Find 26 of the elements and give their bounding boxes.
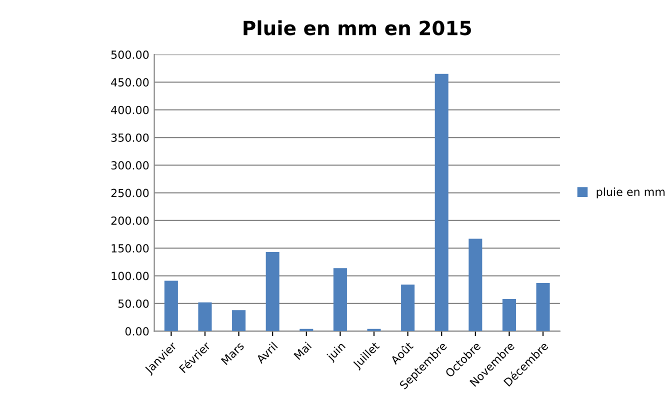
chart-title: Pluie en mm en 2015	[244, 20, 471, 36]
y-tick-label: 0.00	[125, 327, 149, 336]
y-tick-label: 250.00	[111, 188, 149, 198]
y-tick-label: 350.00	[111, 133, 149, 142]
bar	[401, 284, 415, 332]
bar	[198, 302, 212, 332]
bar	[300, 328, 314, 332]
y-tick-label: 50.00	[118, 299, 149, 308]
bar	[434, 74, 448, 332]
bar	[333, 268, 347, 332]
y-tick-label: 500.00	[111, 50, 149, 59]
y-tick-label: 400.00	[111, 106, 149, 114]
y-tick-label: 150.00	[112, 244, 149, 253]
bar	[468, 238, 482, 332]
y-tick-label: 300.00	[111, 161, 149, 170]
x-tick-label: Mai	[293, 342, 312, 360]
y-tick-label: 450.00	[111, 78, 149, 87]
bar	[367, 328, 381, 332]
bar	[232, 310, 246, 332]
bar	[164, 280, 178, 332]
bar	[536, 283, 550, 332]
legend-label: pluie en mm	[596, 187, 665, 198]
y-tick-label: 200.00	[111, 216, 149, 225]
bar	[502, 299, 516, 332]
bar	[266, 252, 280, 332]
y-tick-label: 100.00	[112, 272, 149, 280]
